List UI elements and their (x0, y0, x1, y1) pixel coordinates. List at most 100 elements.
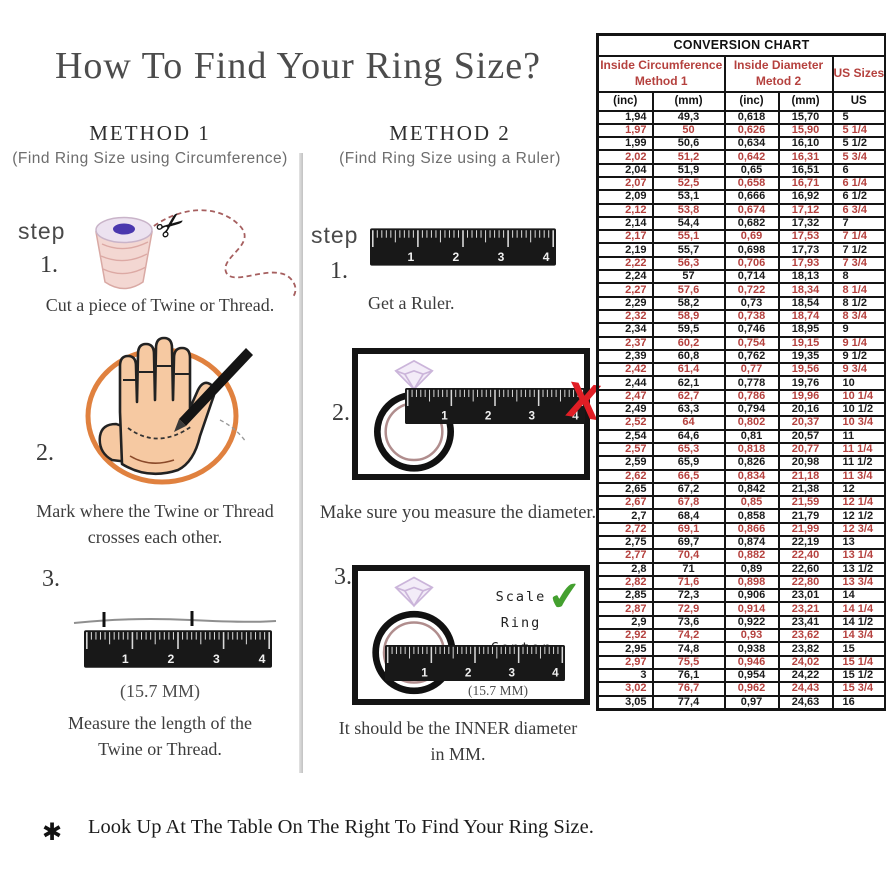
table-cell: 16,31 (777, 149, 834, 165)
table-row: 2,19 55,7 0,698 17,73 7 1/2 (596, 242, 886, 258)
table-cell: 0,938 (723, 641, 780, 657)
table-cell: 69,1 (651, 521, 726, 538)
ruler-number: 2 (465, 667, 472, 680)
table-cell: 12 1/4 (831, 495, 886, 511)
table-cell: 16 (831, 694, 886, 711)
table-cell: 0,794 (723, 402, 780, 418)
conversion-chart: CONVERSION CHART Inside Circumference Me… (596, 33, 886, 711)
table-row: 2,24 57 0,714 18,13 8 (596, 269, 886, 285)
col-group-us-sizes: US Sizes (831, 54, 886, 93)
table-cell: 2,85 (596, 588, 654, 604)
table-cell: 2,7 (596, 508, 654, 524)
table-cell: 57,6 (651, 282, 726, 298)
table-cell: 8 3/4 (831, 308, 886, 325)
table-row: 2,09 53,1 0,666 16,92 6 1/2 (596, 189, 886, 205)
table-row: 2,57 65,3 0,818 20,77 11 1/4 (596, 441, 886, 458)
ruler-image: 1 2 3 4 (364, 645, 586, 681)
table-row: 3 76,1 0,954 24,22 15 1/2 (596, 667, 886, 684)
table-row: 2,17 55,1 0,69 17,53 7 1/4 (596, 229, 886, 245)
table-cell: 7 (831, 215, 886, 232)
table-cell: 13 1/4 (831, 548, 886, 564)
table-cell: 14 (831, 588, 886, 604)
table-row: 2,82 71,6 0,898 22,80 13 3/4 (596, 574, 886, 591)
table-cell: 2,04 (596, 162, 654, 179)
table-row: 1,94 49,3 0,618 15,70 5 (596, 109, 886, 125)
method1-heading: METHOD 1 (89, 121, 211, 145)
table-cell: 0,962 (723, 681, 780, 697)
table-cell: 0,634 (723, 136, 780, 152)
table-row: 2,04 51,9 0,65 16,51 6 (596, 162, 886, 179)
ruler-image: 1 2 3 4 (370, 228, 556, 266)
ruler-number: 3 (509, 667, 516, 680)
table-cell: 21,99 (777, 521, 834, 538)
table-cell: 18,95 (777, 322, 834, 338)
table-row: 2,32 58,9 0,738 18,74 8 3/4 (596, 308, 886, 325)
table-row: 2,29 58,2 0,73 18,54 8 1/2 (596, 295, 886, 311)
col-header-inc-1: (inc) (596, 90, 654, 112)
table-cell: 2,09 (596, 189, 654, 205)
table-cell: 1,94 (596, 109, 654, 125)
method1-step3-number: 3. (42, 566, 60, 592)
table-cell: 60,8 (651, 348, 726, 365)
table-cell: 58,2 (651, 295, 726, 311)
table-cell: 68,4 (651, 508, 726, 524)
table-cell: 0,754 (723, 335, 780, 351)
ruler-number: 1 (441, 410, 448, 423)
method2-step3-number: 3. (334, 564, 352, 590)
table-cell: 21,38 (777, 481, 834, 498)
table-cell: 66,5 (651, 468, 726, 484)
table-cell: 0,65 (723, 162, 780, 179)
table-cell: 2,27 (596, 282, 654, 298)
table-cell: 7 1/2 (831, 242, 886, 258)
table-cell: 70,4 (651, 548, 726, 564)
table-cell: 2,22 (596, 255, 654, 272)
table-cell: 0,97 (723, 694, 780, 711)
table-row: 2,77 70,4 0,882 22,40 13 1/4 (596, 548, 886, 564)
table-cell: 17,53 (777, 229, 834, 245)
table-cell: 2,34 (596, 322, 654, 338)
table-cell: 16,71 (777, 175, 834, 192)
method1-step3-measure: (15.7 MM) (120, 681, 200, 701)
table-cell: 15 1/2 (831, 667, 886, 684)
table-cell: 63,3 (651, 402, 726, 418)
table-cell: 24,02 (777, 654, 834, 670)
table-cell: 19,76 (777, 375, 834, 391)
table-row: 2,34 59,5 0,746 18,95 9 (596, 322, 886, 338)
twine-spool-illustration: ✂ (95, 202, 297, 299)
table-cell: 2,47 (596, 388, 654, 405)
table-cell: 2,44 (596, 375, 654, 391)
ruler-number: 4 (572, 410, 579, 423)
table-cell: 9 3/4 (831, 362, 886, 378)
table-row: 2,02 51,2 0,642 16,31 5 3/4 (596, 149, 886, 165)
table-cell: 24,43 (777, 681, 834, 697)
table-cell: 52,5 (651, 175, 726, 192)
table-cell: 15 1/4 (831, 654, 886, 670)
table-cell: 2,24 (596, 269, 654, 285)
table-cell: 20,37 (777, 415, 834, 431)
ruler-number: 4 (552, 667, 559, 680)
table-cell: 6 (831, 162, 886, 179)
table-cell: 5 1/4 (831, 122, 886, 139)
method2-step-label: step (311, 222, 359, 248)
table-cell: 0,85 (723, 495, 780, 511)
table-cell: 57 (651, 269, 726, 285)
table-cell: 5 3/4 (831, 149, 886, 165)
table-row: 2,65 67,2 0,842 21,38 12 (596, 481, 886, 498)
table-cell: 50,6 (651, 136, 726, 152)
method1-step2-caption: Mark where the Twine or Thread crosses e… (36, 501, 274, 548)
table-cell: 10 1/2 (831, 402, 886, 418)
table-cell: 19,56 (777, 362, 834, 378)
table-cell: 2,52 (596, 415, 654, 431)
table-cell: 0,674 (723, 202, 780, 218)
scissors-icon: ✂ (148, 202, 194, 249)
table-cell: 24,22 (777, 667, 834, 684)
table-title: CONVERSION CHART (596, 33, 886, 57)
table-cell: 8 1/2 (831, 295, 886, 311)
table-cell: 2,59 (596, 455, 654, 471)
table-cell: 2,67 (596, 495, 654, 511)
table-cell: 53,8 (651, 202, 726, 218)
table-cell: 0,906 (723, 588, 780, 604)
table-cell: 19,15 (777, 335, 834, 351)
